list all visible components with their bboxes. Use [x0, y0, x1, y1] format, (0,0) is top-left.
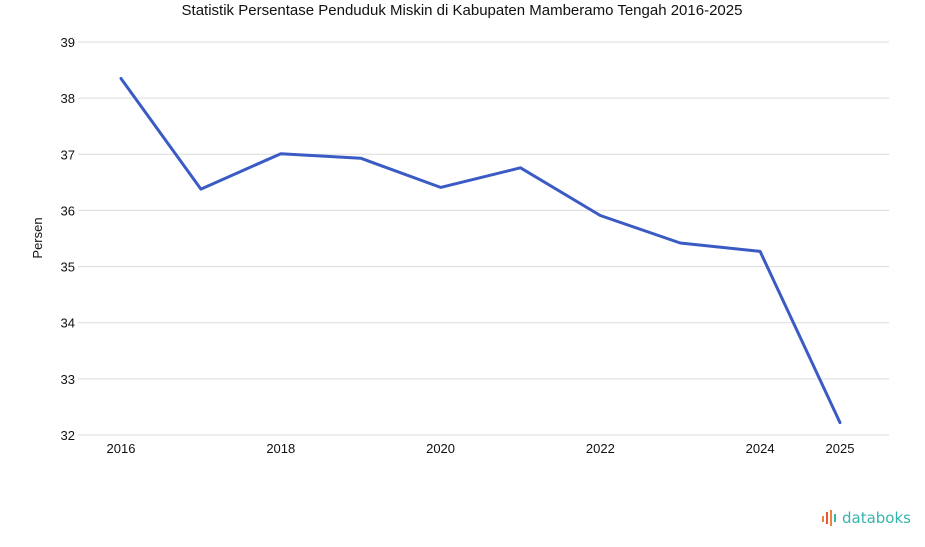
y-tick-label: 35 [61, 260, 75, 275]
y-tick-label: 38 [61, 91, 75, 106]
x-tick-label: 2018 [266, 441, 295, 456]
databoks-logo-icon [822, 510, 836, 526]
series-line [119, 77, 842, 425]
y-tick-label: 37 [61, 147, 75, 162]
y-tick-label: 36 [61, 203, 75, 218]
x-tick-label: 2020 [426, 441, 455, 456]
x-tick-label: 2024 [746, 441, 775, 456]
y-tick-label: 39 [61, 35, 75, 50]
x-tick-labels: 2016 2018 2020 2022 2024 2025 [107, 441, 855, 456]
y-axis-label: Persen [30, 217, 45, 258]
y-tick-label: 33 [61, 372, 75, 387]
x-tick-label: 2022 [586, 441, 615, 456]
chart-title: Statistik Persentase Penduduk Miskin di … [182, 2, 743, 19]
y-tick-label: 34 [61, 316, 75, 331]
databoks-brand: databoks [821, 509, 911, 527]
x-tick-label: 2016 [107, 441, 136, 456]
series-layer [119, 77, 842, 425]
y-tick-label: 32 [61, 428, 75, 443]
y-tick-labels: 32 33 34 35 36 37 38 39 [61, 35, 75, 443]
grid-lines [78, 41, 889, 436]
brand-name: databoks [842, 509, 911, 527]
x-tick-label: 2025 [826, 441, 855, 456]
